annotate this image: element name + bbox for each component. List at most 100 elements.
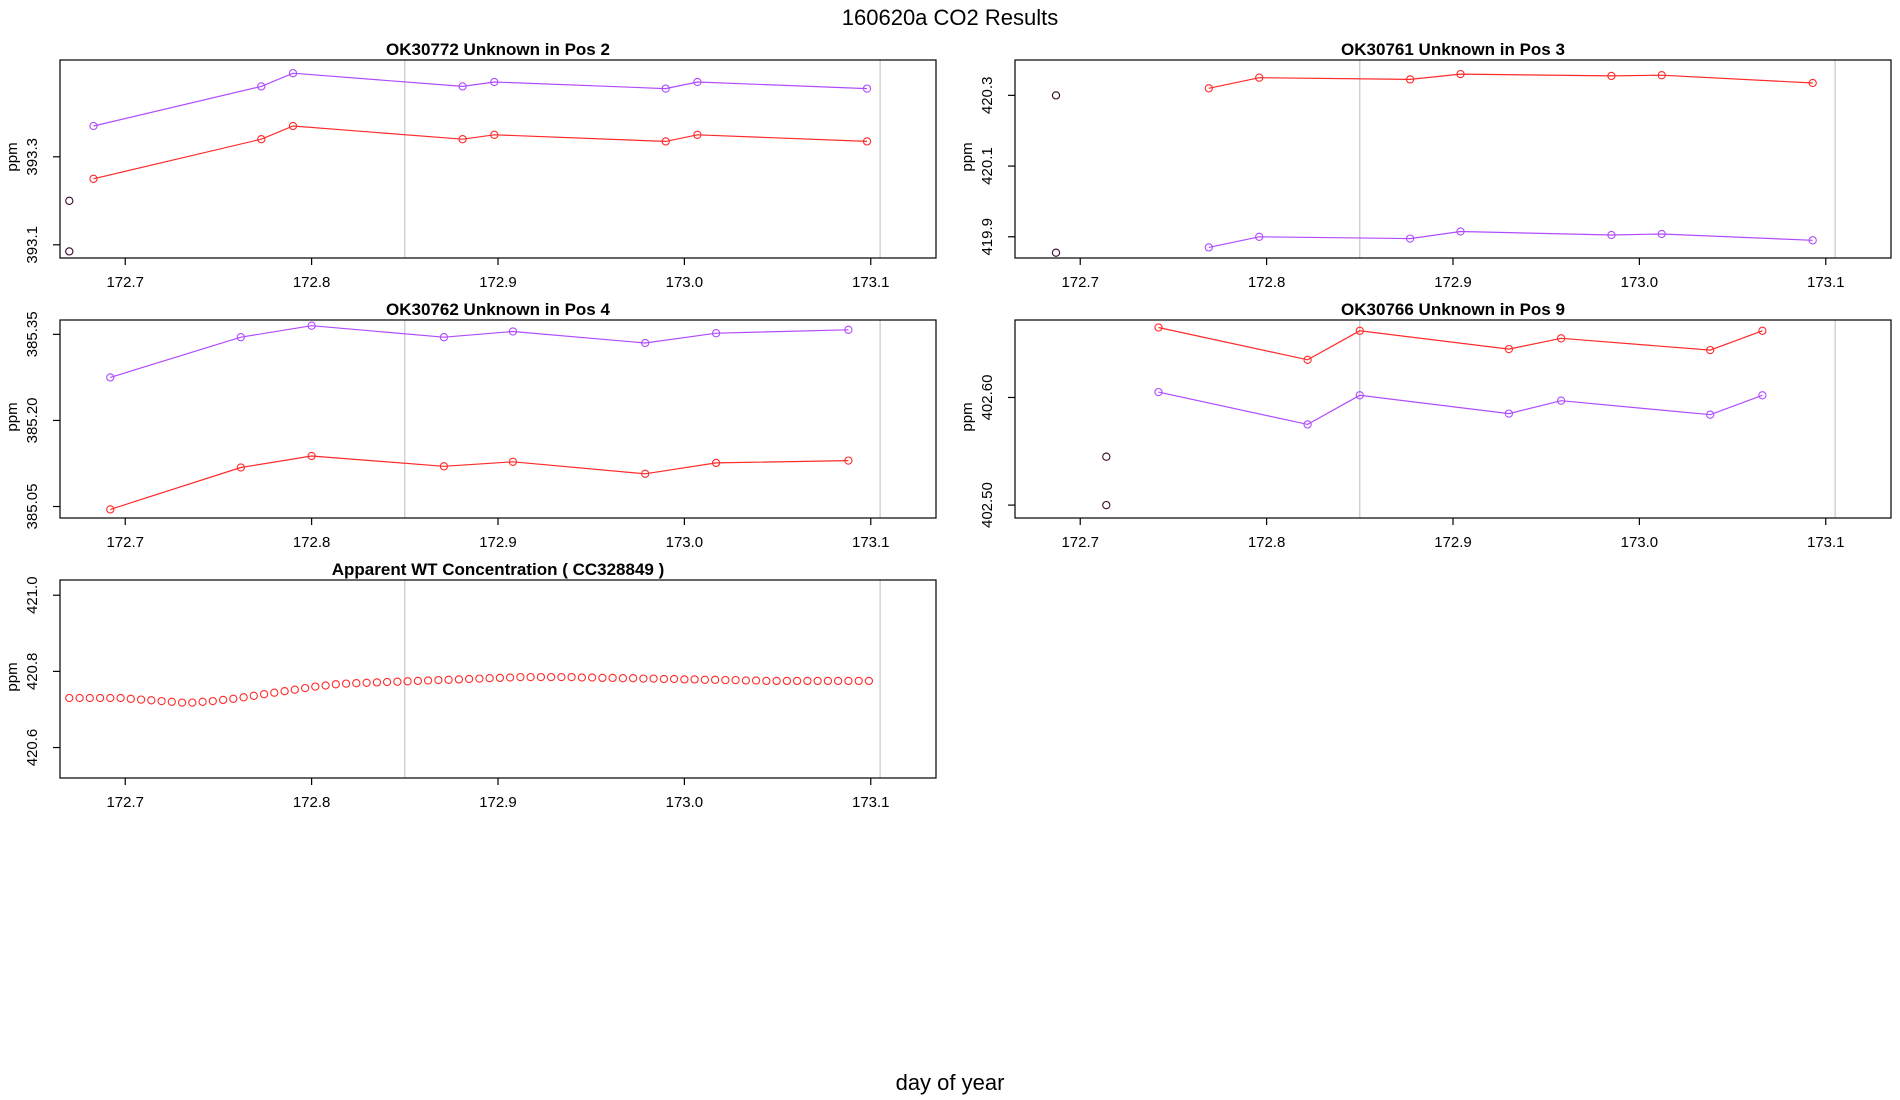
data-point-apparent [65,693,74,703]
series-line-red [93,125,868,180]
x-tick-label: 172.9 [479,274,517,291]
data-point-apparent [526,672,535,682]
x-tick-label: 173.0 [666,794,704,811]
data-point-apparent [177,698,187,707]
data-point-purple [1758,391,1767,400]
data-point-apparent [844,676,853,686]
y-tick-label: 385.05 [24,484,41,530]
y-tick-label: 393.1 [24,226,41,264]
data-point-apparent [628,674,638,683]
data-point-apparent [198,697,207,706]
data-point-red [1556,334,1566,343]
data-point-apparent [311,682,320,691]
data-point-apparent [762,676,771,686]
x-tick-label: 173.1 [1807,534,1845,551]
data-point-apparent [321,681,330,690]
series-line-purple [1158,391,1763,426]
figure-title: 160620a CO2 Results [842,5,1058,30]
data-point-apparent [516,672,525,682]
data-point-reference [1102,500,1111,510]
data-point-red [1758,326,1767,335]
panel-ok30772: OK30772 Unknown in Pos 2 ppm 172.7 172.8 1… [4,40,937,291]
x-tick-label: 173.1 [852,534,890,551]
data-point-red [236,463,245,472]
series-line-purple [93,72,868,127]
data-point-purple [508,327,518,336]
data-point-apparent [95,693,105,703]
data-point-apparent [475,674,484,683]
data-point-purple [844,325,853,334]
data-point-purple [439,333,449,342]
data-point-apparent [423,676,433,685]
data-point-purple [1607,230,1616,240]
data-point-apparent [577,673,587,682]
data-point-purple [1808,236,1817,245]
data-point-apparent [813,676,822,686]
data-point-apparent [167,697,176,706]
y-tick-label: 385.20 [24,397,41,443]
data-point-apparent [454,675,464,684]
data-point-apparent [649,674,658,683]
x-tick-label: 172.7 [1061,274,1099,291]
panel-title: Apparent WT Concentration ( CC328849 ) [332,560,665,579]
data-point-purple [1154,387,1163,397]
data-point-purple [1355,391,1364,400]
data-point-apparent [116,693,125,703]
x-tick-label: 172.8 [293,274,331,291]
x-tick-label: 172.8 [1248,534,1286,551]
data-point-apparent [85,693,94,703]
data-point-apparent [372,678,382,687]
data-point-red [1504,344,1514,354]
data-point-purple [288,69,298,78]
panel-title: OK30762 Unknown in Pos 4 [386,300,610,319]
data-point-apparent [639,674,648,683]
data-point-apparent [782,676,792,686]
x-tick-label: 172.8 [293,794,331,811]
data-point-red [307,451,316,461]
data-point-red [1657,71,1666,80]
data-point-apparent [731,675,740,685]
plot-frame [59,319,937,519]
data-point-apparent [598,673,607,683]
y-axis-label: ppm [4,662,21,691]
data-point-red [1405,75,1415,84]
y-tick-label: 421.0 [24,576,41,614]
data-point-red [106,505,115,514]
data-point-purple [106,373,115,382]
y-tick-label: 419.9 [979,218,996,256]
y-axis-label: ppm [959,402,976,431]
data-point-apparent [218,695,228,705]
data-point-apparent [669,674,679,684]
y-tick-label: 420.3 [979,77,996,115]
data-point-apparent [136,695,146,704]
data-point-purple [1204,243,1213,252]
data-point-apparent [352,679,361,688]
data-point-reference [1102,452,1111,461]
data-point-apparent [249,691,258,700]
data-point-purple [1504,409,1514,418]
data-point-apparent [833,676,843,686]
data-point-apparent [557,672,566,682]
data-point-apparent [854,676,863,686]
y-axis-label: ppm [959,142,976,171]
data-point-red [844,456,853,465]
x-tick-label: 172.7 [1061,534,1099,551]
x-tick-label: 172.8 [293,534,331,551]
data-point-purple [1405,234,1415,243]
y-axis-label: ppm [4,402,21,431]
x-tick-label: 173.1 [852,274,890,291]
data-point-apparent [485,674,494,683]
data-point-purple [862,84,872,93]
data-point-purple [458,82,467,91]
data-point-red [693,130,702,139]
data-point-apparent [536,672,546,682]
data-point-red [862,137,872,146]
data-point-apparent [710,675,720,684]
data-point-apparent [188,698,197,707]
data-point-apparent [157,696,166,706]
data-point-red [661,137,670,146]
data-point-red [1355,326,1364,335]
data-point-red [1204,84,1213,93]
data-point-apparent [290,685,299,694]
data-point-apparent [413,676,423,686]
